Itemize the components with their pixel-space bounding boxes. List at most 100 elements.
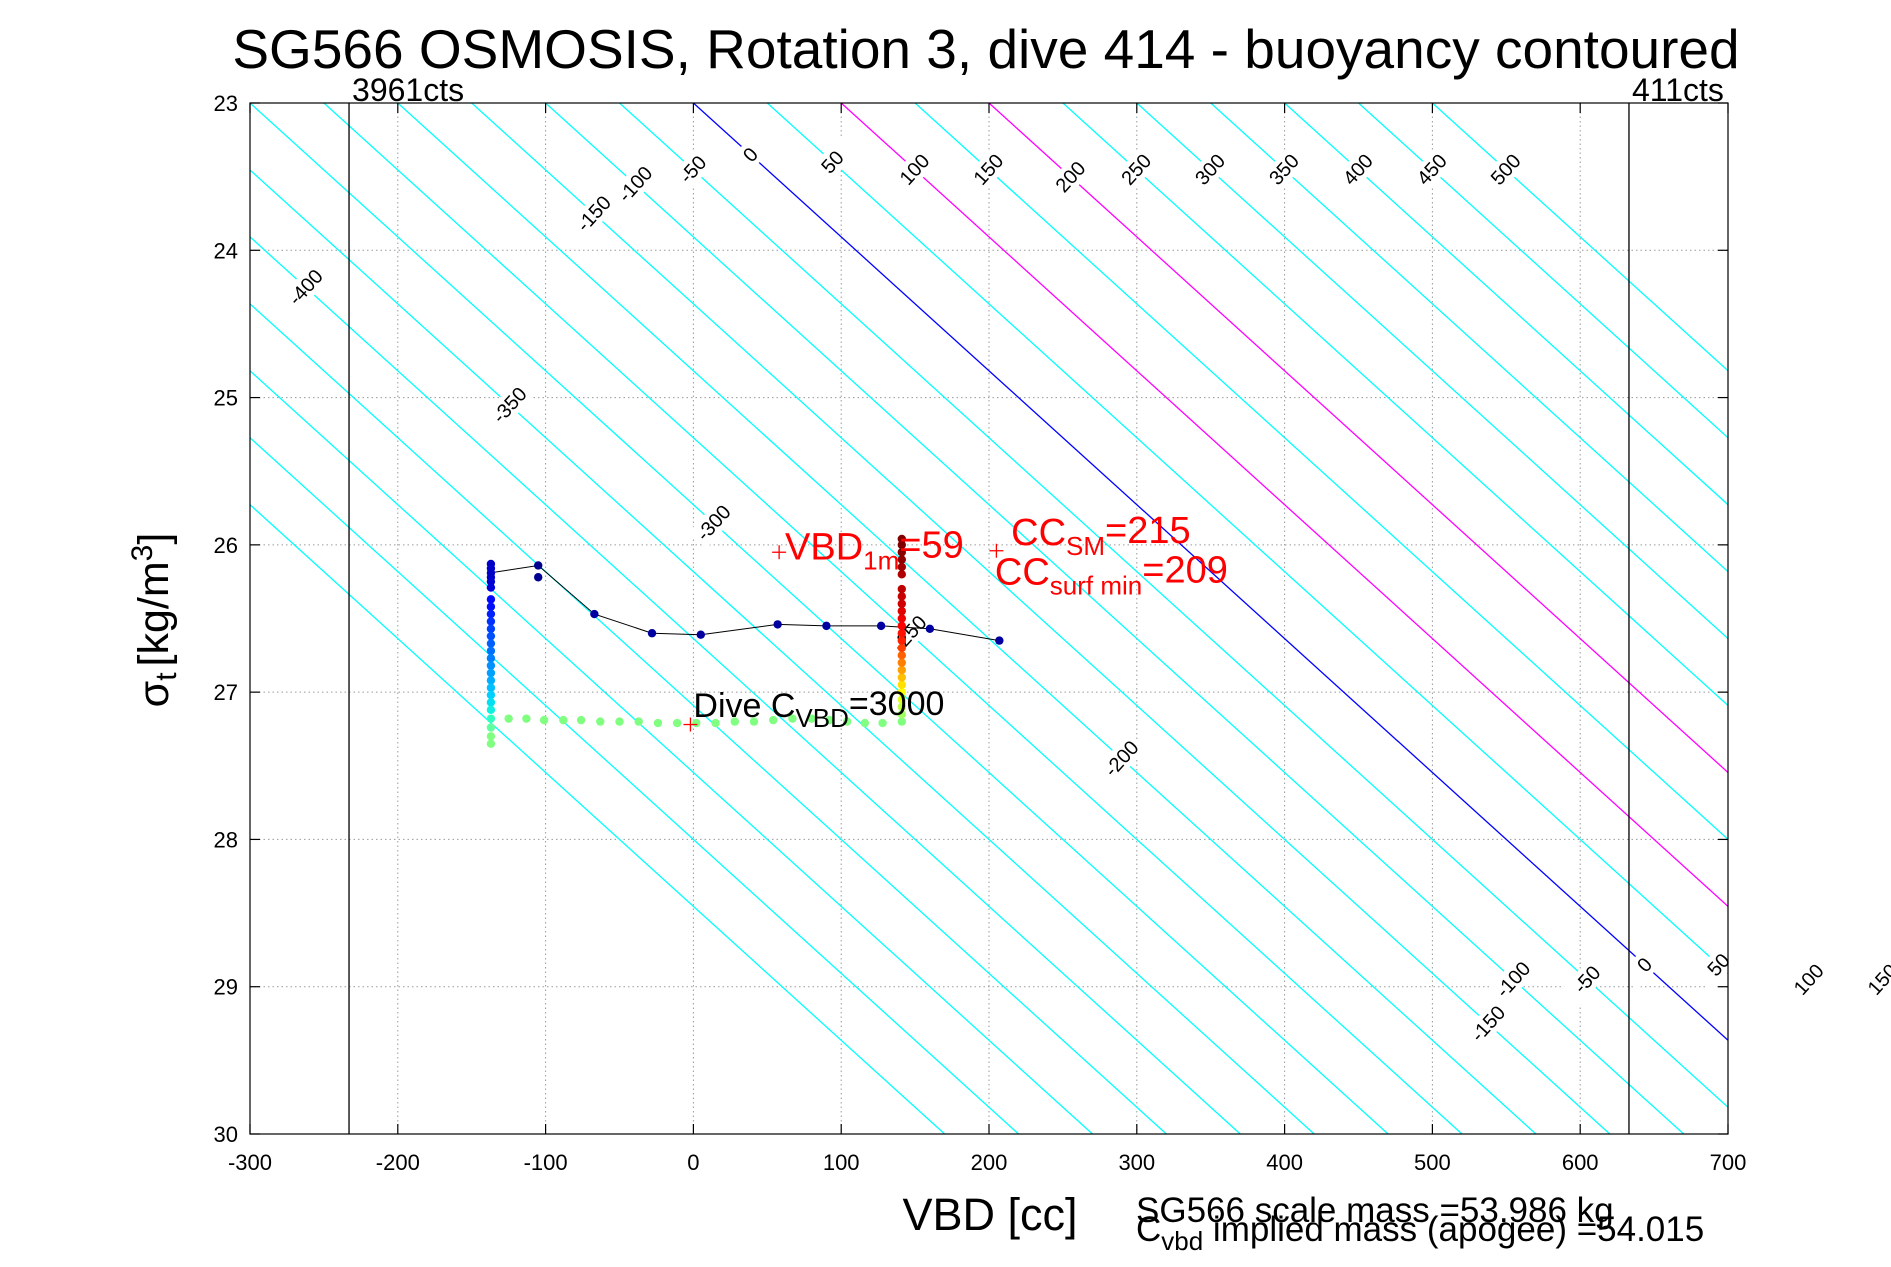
x-tick-label: 500 xyxy=(1414,1150,1451,1175)
y-axis-label: σt [kg/m3] xyxy=(126,533,183,708)
data-point xyxy=(898,636,906,644)
data-point xyxy=(773,620,781,628)
annotation-main: VBD xyxy=(785,527,863,569)
annotation-sub: surf min xyxy=(1050,571,1142,601)
data-point xyxy=(487,732,495,740)
data-point xyxy=(648,629,656,637)
y-tick-label: 29 xyxy=(214,975,238,1000)
data-point xyxy=(534,561,542,569)
y-label-sigma: σ xyxy=(130,681,178,708)
annotation-rest: =209 xyxy=(1142,550,1228,592)
data-point xyxy=(487,632,495,640)
annotation-rest: =215 xyxy=(1105,510,1191,552)
y-tick-label: 23 xyxy=(214,91,238,116)
data-point xyxy=(534,573,542,581)
x-tick-label: -200 xyxy=(376,1150,420,1175)
annotation-rest: =59 xyxy=(899,525,963,567)
y-tick-label: 24 xyxy=(214,238,238,263)
data-point xyxy=(487,647,495,655)
data-point xyxy=(898,592,906,600)
footer-implied-rest: implied mass (apogee) =54.015 xyxy=(1203,1210,1704,1249)
data-point xyxy=(522,714,530,722)
data-point xyxy=(487,723,495,731)
footer-implied-sub: vbd xyxy=(1161,1226,1203,1256)
chart-title: SG566 OSMOSIS, Rotation 3, dive 414 - bu… xyxy=(232,18,1739,80)
data-point xyxy=(898,585,906,593)
data-point xyxy=(487,654,495,662)
data-point xyxy=(504,714,512,722)
data-point xyxy=(596,717,604,725)
y-label-units: [kg/m xyxy=(130,561,178,666)
data-point xyxy=(487,610,495,618)
y-tick-label: 26 xyxy=(214,533,238,558)
y-tick-label: 27 xyxy=(214,680,238,705)
y-label-sub: t xyxy=(150,672,183,681)
footer-implied-mass: Cvbd implied mass (apogee) =54.015 xyxy=(1136,1210,1704,1256)
x-tick-label: 400 xyxy=(1266,1150,1303,1175)
annotation-main: CC xyxy=(1011,512,1066,554)
footer-implied-c: C xyxy=(1136,1210,1161,1249)
data-point xyxy=(487,583,495,591)
x-tick-label: 0 xyxy=(687,1150,699,1175)
annotation-sub: VBD xyxy=(795,704,848,734)
data-point xyxy=(559,716,567,724)
x-tick-label: 600 xyxy=(1562,1150,1599,1175)
data-point xyxy=(487,698,495,706)
svg-text:σt[kg/m3]: σt [kg/m3] xyxy=(126,533,183,708)
data-point xyxy=(898,644,906,652)
data-point xyxy=(487,691,495,699)
data-point xyxy=(487,625,495,633)
data-point xyxy=(487,603,495,611)
data-point xyxy=(898,600,906,608)
data-point xyxy=(487,714,495,722)
data-point xyxy=(898,614,906,622)
data-point xyxy=(487,617,495,625)
data-point xyxy=(487,669,495,677)
data-point xyxy=(487,706,495,714)
data-point xyxy=(898,629,906,637)
data-point xyxy=(877,622,885,630)
data-point xyxy=(898,622,906,630)
data-point xyxy=(487,739,495,747)
annotation-sub: 1m xyxy=(863,546,899,576)
data-point xyxy=(487,684,495,692)
y-tick-label: 28 xyxy=(214,827,238,852)
x-tick-label: 200 xyxy=(971,1150,1008,1175)
annotation-rest: =3000 xyxy=(849,685,945,723)
data-point xyxy=(898,666,906,674)
data-point xyxy=(577,716,585,724)
data-point xyxy=(487,661,495,669)
data-point xyxy=(673,719,681,727)
x-tick-label: 100 xyxy=(823,1150,860,1175)
data-point xyxy=(635,717,643,725)
data-point xyxy=(822,622,830,630)
data-point xyxy=(926,625,934,633)
annotation-main: Dive C xyxy=(693,687,795,725)
x-axis-label: VBD [cc] xyxy=(902,1189,1077,1240)
data-point xyxy=(898,658,906,666)
data-point xyxy=(540,716,548,724)
data-point xyxy=(898,673,906,681)
x-tick-label: 300 xyxy=(1118,1150,1155,1175)
data-point xyxy=(487,676,495,684)
annotation-main: CC xyxy=(995,552,1050,594)
data-point xyxy=(590,610,598,618)
data-point xyxy=(898,651,906,659)
data-point xyxy=(487,639,495,647)
annotation-sub: SM xyxy=(1066,531,1105,561)
x-tick-label: 700 xyxy=(1710,1150,1747,1175)
data-point xyxy=(615,717,623,725)
y-tick-label: 30 xyxy=(214,1122,238,1147)
data-point xyxy=(898,607,906,615)
x-tick-label: -100 xyxy=(524,1150,568,1175)
y-label-close: ] xyxy=(130,533,178,545)
x-tick-label: -300 xyxy=(228,1150,272,1175)
data-point xyxy=(487,595,495,603)
y-tick-label: 25 xyxy=(214,386,238,411)
data-point xyxy=(995,636,1003,644)
data-point xyxy=(697,631,705,639)
data-point xyxy=(654,719,662,727)
y-label-sup: 3 xyxy=(126,545,159,562)
